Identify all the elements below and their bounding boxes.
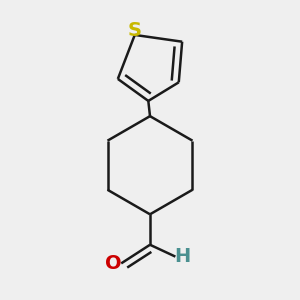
Text: S: S xyxy=(128,21,142,40)
Text: O: O xyxy=(106,254,122,273)
Text: H: H xyxy=(175,247,191,266)
